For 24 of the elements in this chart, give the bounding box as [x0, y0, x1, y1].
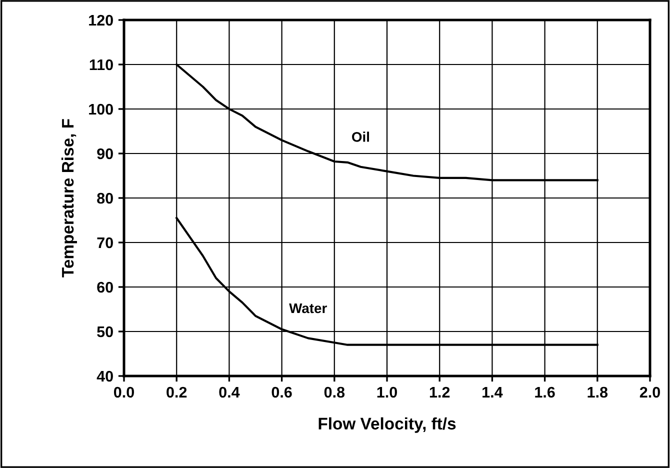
y-tick-label: 120	[89, 14, 113, 26]
x-tick-label: 1.0	[377, 386, 397, 398]
x-tick-label: 1.6	[535, 386, 555, 398]
series-label: Oil	[352, 132, 369, 142]
x-tick-label: 0.0	[114, 386, 134, 398]
y-tick-label: 110	[90, 59, 113, 70]
x-tick-label: 2.0	[640, 386, 660, 398]
x-tick-label: 0.8	[324, 386, 345, 398]
y-tick-label: 50	[97, 326, 113, 338]
x-tick-label: 1.2	[430, 386, 450, 398]
x-tick-label: 0.4	[219, 386, 240, 398]
y-tick-label: 80	[97, 192, 113, 204]
x-tick-label: 0.6	[272, 386, 292, 398]
x-tick-label: 1.8	[588, 386, 608, 398]
y-tick-label: 90	[97, 148, 113, 160]
y-tick-label: 70	[97, 237, 113, 248]
x-tick-label: 1.4	[482, 386, 503, 398]
y-axis-title: Temperature Rise, F	[61, 119, 77, 278]
y-tick-label: 100	[89, 104, 113, 115]
series-label: Water	[289, 303, 327, 314]
y-tick-label: 60	[97, 282, 113, 293]
x-axis-title: Flow Velocity, ft/s	[318, 417, 456, 433]
y-tick-label: 40	[96, 370, 113, 382]
x-tick-label: 0.2	[166, 386, 187, 398]
